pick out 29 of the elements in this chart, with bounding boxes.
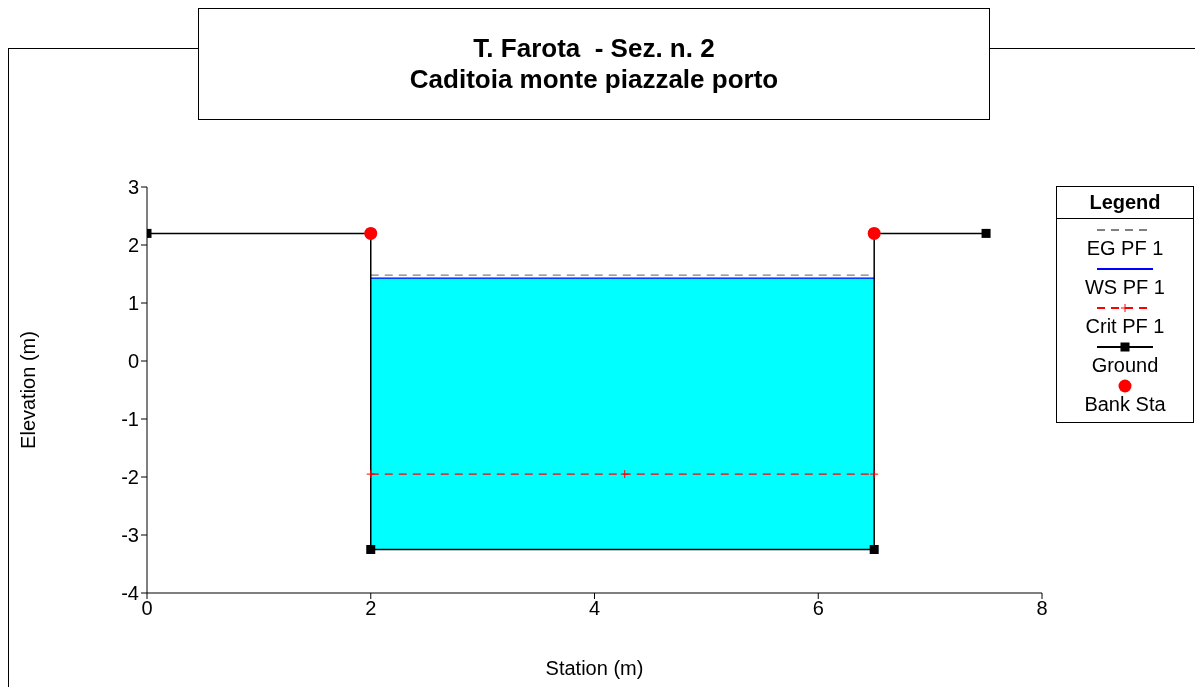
x-tick-label: 8 — [1036, 597, 1048, 620]
legend-label: WS PF 1 — [1084, 276, 1166, 299]
point — [366, 545, 376, 554]
point — [620, 469, 630, 479]
y-tick-label: 3 — [127, 176, 139, 199]
x-tick-label: 4 — [588, 597, 601, 620]
chart-title: T. Farota - Sez. n. 2 — [473, 33, 715, 64]
x-axis-title: Station (m) — [545, 657, 644, 679]
y-axis-title: Elevation (m) — [17, 331, 40, 449]
y-tick-label: -2 — [121, 466, 139, 489]
y-tick-label: 2 — [127, 234, 139, 257]
y-tick-label: -1 — [121, 408, 139, 431]
y-tick-label: -3 — [121, 524, 139, 547]
legend-label: EG PF 1 — [1085, 237, 1165, 260]
y-tick-label: -4 — [121, 582, 139, 605]
point — [981, 228, 991, 238]
legend-label: Bank Sta — [1083, 393, 1167, 416]
point — [869, 469, 879, 479]
legend-label: Crit PF 1 — [1084, 315, 1166, 338]
chart-subtitle: Caditoia monte piazzale porto — [409, 64, 779, 95]
point — [869, 545, 879, 554]
x-tick-label: 2 — [365, 597, 377, 620]
legend-title: Legend — [1057, 187, 1193, 219]
x-tick-label: 6 — [812, 597, 824, 620]
point — [366, 469, 376, 479]
x-tick-label: 0 — [141, 597, 153, 620]
legend-label: Ground — [1090, 354, 1160, 377]
y-tick-label: 0 — [127, 350, 139, 373]
y-tick-label: 1 — [127, 292, 139, 315]
